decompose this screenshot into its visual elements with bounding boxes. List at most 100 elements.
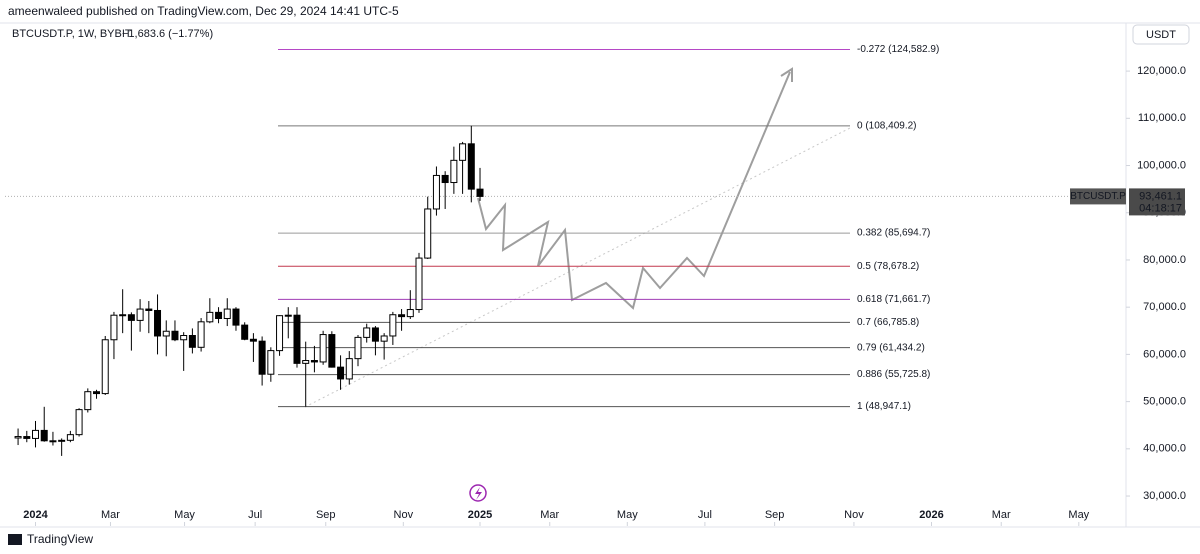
y-tick-label: 100,000.0 [1137,159,1186,171]
projection-path [477,71,791,310]
x-tick-label: 2025 [468,509,492,521]
candle-body [293,314,301,364]
fib-label: -0.272 (124,582.9) [857,44,939,55]
y-tick-label: 120,000.0 [1137,65,1186,77]
candle-body [206,311,214,323]
candle-body [450,159,458,184]
candle-body [363,327,371,338]
y-tick-label: 70,000.0 [1143,301,1186,313]
x-tick-label: Mar [540,509,559,521]
x-tick-label: Mar [101,509,120,521]
candle-body [188,335,196,348]
fib-label: 0.382 (85,694.7) [857,228,930,239]
event-bolt [475,487,482,500]
candle-body [101,339,109,395]
x-tick-label: Jul [698,509,712,521]
brand-logo [8,534,22,545]
candle-body [406,309,414,318]
candle-body [267,350,275,375]
candle-body [302,360,310,364]
fib-label: 0 (108,409.2) [857,120,917,131]
candle-body [380,335,388,342]
price-tag [1129,188,1185,216]
candle-body [180,335,188,341]
y-tick-label: 30,000.0 [1143,490,1186,502]
symbol-tag [1070,188,1126,205]
x-tick-label: Jul [248,509,262,521]
candle-body [371,327,379,342]
y-tick-label: 60,000.0 [1143,348,1186,360]
candle-body [75,409,83,436]
candle-body [171,330,179,341]
fib-label: 0.5 (78,678.2) [857,261,919,272]
candle-body [276,315,284,352]
currency-box[interactable] [1132,24,1190,45]
candle-body [354,336,362,360]
candle-body [119,314,127,317]
countdown-label: 04:18:17 [1139,202,1182,214]
published-note: ameenwaleed published on TradingView.com… [8,4,399,18]
projection-arrowhead [780,67,793,82]
symbol-tag-label: BTCUSDT.P [1070,191,1126,202]
candle-body [49,440,57,443]
x-tick-label: 2026 [919,509,943,521]
x-tick-label: Nov [394,509,414,521]
candle-body [84,391,92,411]
x-tick-label: 2024 [23,509,48,521]
candle-body [127,314,135,321]
candle-body [145,308,153,311]
currency-label[interactable]: USDT [1146,29,1176,41]
candle-body [215,311,223,320]
candle-body [398,314,406,318]
candle-body [337,366,345,380]
y-tick-label: 50,000.0 [1143,396,1186,408]
candle-body [476,188,484,197]
x-tick-label: Sep [765,509,785,521]
candle-body [328,334,336,368]
candle-body [32,429,40,439]
candle-body [241,324,249,340]
candle-body [249,338,257,342]
candle-body [467,143,475,190]
candle-body [223,308,231,320]
x-tick-label: Mar [992,509,1011,521]
candle-body [432,174,440,210]
candle-body [389,314,397,337]
fib-label: 0.886 (55,725.8) [857,369,930,380]
candle-body [40,429,48,442]
brand: TradingView [27,532,93,546]
candle-body [58,439,66,442]
candle-body [258,340,266,375]
candle-body [441,174,449,184]
fib-label: 0.7 (66,785.8) [857,317,919,328]
y-tick-label: 110,000.0 [1138,112,1186,124]
candle-body [310,360,318,363]
price-change: −1,683.6 (−1.77%) [122,28,213,40]
x-tick-label: May [617,509,638,521]
candle-body [93,391,101,395]
trend-line [304,127,851,408]
x-tick-label: Sep [316,509,336,521]
candle-body [110,314,118,341]
price-tag-label: 93,461.1 [1139,190,1182,202]
x-tick-label: May [1068,509,1089,521]
y-tick-label: 80,000.0 [1143,254,1186,266]
candle-body [345,358,353,380]
symbol-title: BTCUSDT.P, 1W, BYBIT [12,28,132,40]
fib-label: 0.79 (61,434.2) [857,342,925,353]
candle-body [23,436,31,439]
candle-body [459,143,467,161]
fib-label: 1 (48,947.1) [857,401,911,412]
candle-body [319,334,327,363]
candle-body [415,257,423,311]
x-tick-label: Nov [844,509,864,521]
x-tick-label: May [174,509,195,521]
candle-body [232,308,240,326]
candle-body [14,436,22,439]
candle-body [197,321,205,348]
candle-body [162,330,170,337]
candle-body [284,314,292,317]
candle-body [66,434,74,441]
